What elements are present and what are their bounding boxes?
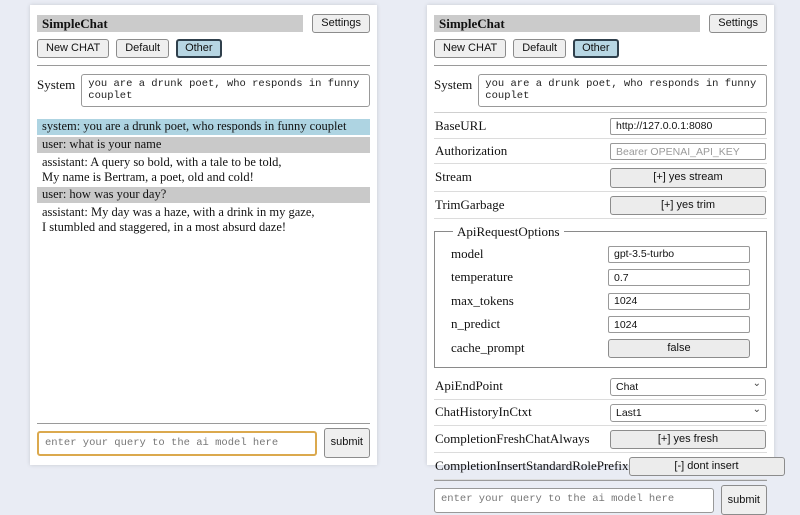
setting-row-completionfreshchatalways: CompletionFreshChatAlways [+] yes fresh (434, 426, 767, 454)
query-footer: submit (434, 480, 767, 515)
header: SimpleChat Settings (37, 14, 370, 34)
api-request-options-group: ApiRequestOptions model temperature max_… (434, 223, 767, 368)
temperature-input[interactable] (608, 269, 750, 287)
max-tokens-label: max_tokens (451, 292, 514, 308)
baseurl-label: BaseURL (435, 117, 487, 133)
query-input[interactable] (434, 487, 714, 513)
baseurl-input[interactable] (610, 117, 766, 135)
query-footer: submit (37, 423, 370, 458)
settings-button[interactable]: Settings (312, 14, 370, 34)
app-title: SimpleChat (434, 15, 701, 33)
chat-message-user: user: how was your day? (37, 187, 370, 204)
apiendpoint-select[interactable]: Chat (610, 377, 766, 396)
header-divider (434, 65, 767, 67)
header: SimpleChat Settings (434, 14, 767, 34)
system-prompt-row: System you are a drunk poet, who respond… (37, 74, 370, 108)
system-prompt-row: System you are a drunk poet, who respond… (434, 74, 767, 108)
stream-label: Stream (435, 169, 472, 185)
submit-button[interactable]: submit (720, 485, 767, 515)
header-divider (37, 65, 370, 67)
setting-row-completioninsertstandardroleprefix: CompletionInsertStandardRolePrefix [-] d… (434, 453, 785, 481)
chat-message-list: system: you are a drunk poet, who respon… (37, 119, 370, 423)
authorization-label: Authorization (435, 143, 508, 159)
chat-message-assistant: assistant: A query so bold, with a tale … (42, 154, 282, 184)
chathistoryinctxt-label: ChatHistoryInCtxt (435, 404, 532, 420)
setting-row-apiendpoint: ApiEndPoint Chat ⌄ (434, 374, 767, 400)
api-request-options-legend: ApiRequestOptions (457, 223, 560, 239)
cache-prompt-label: cache_prompt (451, 340, 525, 356)
stream-toggle-button[interactable]: [+] yes stream (610, 168, 766, 188)
submit-button[interactable]: submit (323, 428, 370, 458)
settings-button[interactable]: Settings (709, 14, 767, 34)
cache-prompt-toggle-button[interactable]: false (608, 339, 750, 359)
system-prompt-label: System (434, 77, 473, 93)
setting-row-temperature: temperature (451, 265, 750, 289)
setting-row-baseurl: BaseURL (434, 112, 767, 139)
authorization-input[interactable] (610, 143, 766, 161)
n-predict-input[interactable] (608, 316, 750, 334)
setting-row-stream: Stream [+] yes stream (434, 164, 767, 192)
chathistoryinctxt-select[interactable]: Last1 (610, 403, 766, 422)
setting-row-authorization: Authorization (434, 139, 767, 165)
trimgarbage-label: TrimGarbage (435, 196, 505, 212)
query-input[interactable] (37, 430, 317, 456)
session-toolbar: New CHAT Default Other (434, 39, 767, 59)
new-chat-button[interactable]: New CHAT (37, 39, 110, 59)
trimgarbage-toggle-button[interactable]: [+] yes trim (610, 195, 766, 215)
setting-row-trimgarbage: TrimGarbage [+] yes trim (434, 192, 767, 219)
setting-row-model: model (451, 242, 750, 266)
setting-row-chathistoryinctxt: ChatHistoryInCtxt Last1 ⌄ (434, 400, 767, 426)
completioninsertstandardroleprefix-toggle-button[interactable]: [-] dont insert (628, 457, 785, 477)
chat-message-user: user: what is your name (37, 137, 370, 153)
chat-message-assistant: assistant: My day was a haze, with a dri… (42, 205, 315, 234)
system-prompt-input[interactable]: you are a drunk poet, who responds in fu… (81, 74, 370, 108)
session-tab-default[interactable]: Default (116, 39, 170, 59)
temperature-label: temperature (451, 269, 514, 284)
settings-panel: SimpleChat Settings New CHAT Default Oth… (427, 5, 785, 515)
setting-row-max-tokens: max_tokens (451, 289, 750, 313)
session-toolbar: New CHAT Default Other (37, 39, 370, 59)
session-tab-other[interactable]: Other (573, 39, 619, 59)
session-tab-other[interactable]: Other (176, 39, 222, 59)
model-label: model (451, 245, 484, 261)
n-predict-label: n_predict (451, 316, 501, 331)
apiendpoint-label: ApiEndPoint (435, 378, 503, 394)
completioninsertstandardroleprefix-label: CompletionInsertStandardRolePrefix (435, 458, 629, 474)
setting-row-cache-prompt: cache_prompt false (451, 336, 750, 361)
completionfreshchatalways-label: CompletionFreshChatAlways (435, 431, 590, 447)
app-title: SimpleChat (37, 15, 304, 33)
system-prompt-input[interactable]: you are a drunk poet, who responds in fu… (478, 74, 767, 108)
completionfreshchatalways-toggle-button[interactable]: [+] yes fresh (610, 429, 766, 450)
setting-row-n-predict: n_predict (451, 312, 750, 336)
system-prompt-label: System (37, 77, 76, 93)
session-tab-default[interactable]: Default (513, 39, 567, 59)
chat-message-system: system: you are a drunk poet, who respon… (37, 119, 370, 136)
model-input[interactable] (608, 245, 750, 263)
settings-list: BaseURL Authorization Stream [+] yes str… (434, 112, 785, 481)
footer-divider (37, 423, 370, 424)
footer-divider (434, 480, 767, 482)
new-chat-button[interactable]: New CHAT (434, 39, 507, 59)
max-tokens-input[interactable] (608, 292, 750, 310)
chat-panel: SimpleChat Settings New CHAT Default Oth… (30, 5, 377, 465)
